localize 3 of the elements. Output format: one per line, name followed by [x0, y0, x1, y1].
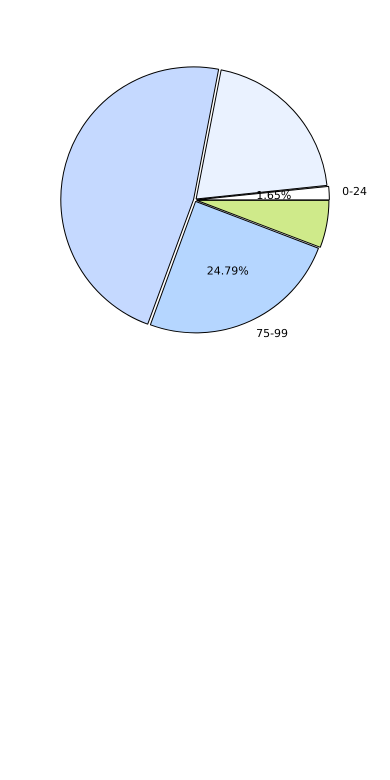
data-label: 24.79% — [206, 264, 249, 278]
slice-label: 75-99 — [256, 326, 288, 340]
slice-label: 0-24 — [342, 185, 368, 198]
